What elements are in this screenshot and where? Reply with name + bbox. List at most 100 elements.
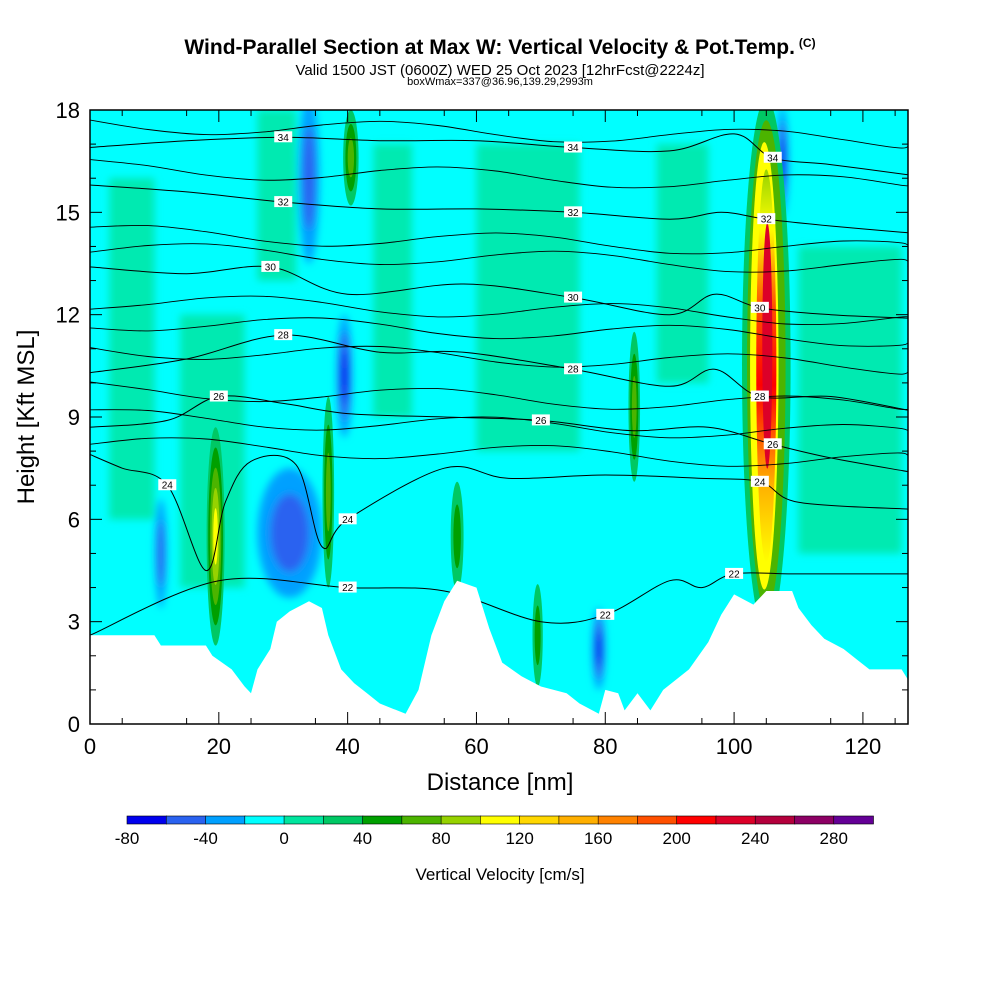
theta-label-box [725, 567, 744, 579]
theta-label-30-3: 30 [750, 301, 769, 314]
theta-label-box [531, 414, 550, 426]
theta-label-box [338, 513, 357, 525]
theta-label-box [763, 151, 782, 163]
valid-time-line: Valid 1500 JST (0600Z) WED 25 Oct 2023 [… [295, 62, 705, 79]
colorbar-swatch-14 [637, 815, 678, 825]
x-tick-label-0: 0 [84, 734, 96, 759]
copyright-mark: (C) [798, 36, 816, 50]
theta-line-unlabeled-7 [90, 243, 908, 273]
theta-contours: 22 22 22 24 24 24 26 26 26 28 28 28 30 30 30 32 32 32 34 34… [90, 119, 908, 636]
theta-label-28-1: 28 [274, 329, 293, 342]
plot-area: 22 22 22 24 24 24 26 26 26 28 28 28 30 30 30 32 32 32 34 34… [90, 110, 908, 724]
theta-label-28-3: 28 [750, 390, 769, 403]
colorbar-tick-80: 80 [432, 829, 451, 848]
colorbar-swatch-17 [754, 815, 796, 825]
weak-updraft-band-3 [373, 144, 413, 417]
main-updraft-peak [762, 223, 773, 469]
theta-label-text: 30 [754, 303, 766, 314]
theta-label-30-2: 30 [564, 291, 583, 304]
colorbar-swatch-9 [440, 815, 482, 825]
theta-label-24-1: 24 [158, 479, 177, 492]
colorbar-swatch-12 [558, 815, 599, 825]
colorbar-tick-280: 280 [820, 829, 848, 848]
terrain-mask [90, 580, 908, 724]
theta-label-34-3: 34 [763, 151, 782, 164]
theta-label-text: 24 [342, 515, 354, 526]
theta-label-box [750, 390, 769, 402]
theta-label-text: 24 [162, 481, 174, 492]
weak-updraft-band-6 [798, 246, 902, 554]
theta-contour-28 [90, 334, 908, 411]
colorbar-tick-240: 240 [741, 829, 769, 848]
theta-label-box [564, 291, 583, 303]
colorbar-swatch-6 [323, 815, 364, 825]
theta-label-text: 28 [568, 365, 580, 376]
colorbar-tick--40: -40 [193, 829, 218, 848]
theta-line-unlabeled-8 [90, 224, 908, 255]
updraft-core-5-level-2 [453, 504, 461, 569]
y-tick-label-0: 0 [68, 712, 80, 737]
updraft-core-6-level-2 [534, 605, 541, 666]
theta-label-text: 22 [729, 569, 741, 580]
colorbar-tick-120: 120 [505, 829, 533, 848]
downdraft-core-2-level-3 [341, 349, 348, 403]
theta-label-text: 26 [535, 416, 547, 427]
theta-label-32-1: 32 [274, 196, 293, 209]
theta-line-unlabeled-10 [90, 119, 908, 149]
theta-label-box [274, 131, 293, 143]
theta-contour-24 [90, 454, 908, 571]
theta-label-box [158, 479, 177, 491]
colorbar-swatch-18 [794, 815, 835, 825]
theta-line-unlabeled-5 [90, 317, 908, 347]
x-tick-label-120: 120 [845, 734, 882, 759]
theta-label-text: 30 [568, 293, 580, 304]
theta-line-unlabeled-9 [90, 159, 908, 189]
theta-label-22-2: 22 [596, 608, 615, 621]
theta-label-26-3: 26 [763, 438, 782, 451]
downdraft-core-4-level-3 [596, 631, 602, 667]
theta-label-box [757, 213, 776, 225]
y-axis-label: Height [Kft MSL] [13, 330, 40, 505]
x-tick-label-60: 60 [464, 734, 488, 759]
chart-title: Wind-Parallel Section at Max W: Vertical… [0, 36, 1000, 60]
axes: 0 20 40 60 80 100 120 0 3 6 9 12 15 18 [56, 98, 908, 759]
y-tick-label-3: 3 [68, 610, 80, 635]
x-axis-label: Distance [nm] [427, 769, 574, 796]
theta-label-text: 32 [568, 208, 580, 219]
colorbar-swatch-1 [126, 815, 168, 825]
theta-label-text: 32 [278, 198, 290, 209]
theta-label-text: 34 [767, 153, 779, 164]
downdraft-core-6-level-2 [157, 520, 165, 587]
theta-label-32-3: 32 [757, 213, 776, 226]
theta-label-box [274, 329, 293, 341]
theta-contour-32 [90, 184, 908, 234]
theta-line-unlabeled-1 [90, 437, 908, 467]
theta-label-34-2: 34 [564, 141, 583, 154]
x-tick-label-20: 20 [207, 734, 231, 759]
updraft-core-2-level-5 [213, 508, 218, 565]
theta-line-unlabeled-3 [90, 381, 908, 411]
updraft-core-4-level-3 [631, 375, 637, 438]
colorbar-swatch-7 [362, 815, 403, 825]
theta-label-22-3: 22 [725, 567, 744, 580]
theta-label-text: 28 [754, 392, 766, 403]
theta-line-unlabeled-4 [90, 345, 908, 375]
theta-label-28-2: 28 [564, 363, 583, 376]
chart-title-text: Wind-Parallel Section at Max W: Vertical… [184, 36, 795, 59]
updraft-core-7-level-3 [347, 138, 355, 178]
colorbar: -80 -40 0 40 80 120 160 200 240 280 [115, 815, 874, 848]
theta-label-box [750, 301, 769, 313]
theta-label-box [750, 475, 769, 487]
y-tick-label-9: 9 [68, 405, 80, 430]
theta-label-34-1: 34 [274, 131, 293, 144]
theta-label-24-3: 24 [750, 475, 769, 488]
colorbar-tick-200: 200 [662, 829, 690, 848]
x-tick-label-100: 100 [716, 734, 753, 759]
theta-contour-22 [90, 572, 908, 636]
colorbar-swatch-13 [597, 815, 639, 825]
colorbar-tick-0: 0 [279, 829, 288, 848]
theta-label-text: 30 [265, 262, 277, 273]
theta-label-text: 22 [600, 610, 612, 621]
theta-label-box [763, 438, 782, 450]
updraft-core-3-level-3 [325, 452, 331, 532]
